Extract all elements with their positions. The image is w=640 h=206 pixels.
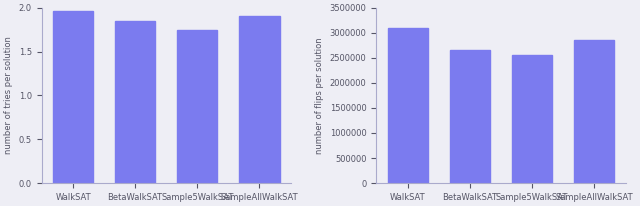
Bar	[115, 21, 156, 183]
Bar	[388, 28, 428, 183]
Y-axis label: number of tries per solution: number of tries per solution	[4, 36, 13, 154]
Bar	[53, 11, 93, 183]
Bar	[239, 16, 280, 183]
Bar	[177, 30, 218, 183]
Bar	[574, 40, 614, 183]
Bar	[512, 55, 552, 183]
Bar	[450, 50, 490, 183]
Y-axis label: number of flips per solution: number of flips per solution	[315, 37, 324, 154]
